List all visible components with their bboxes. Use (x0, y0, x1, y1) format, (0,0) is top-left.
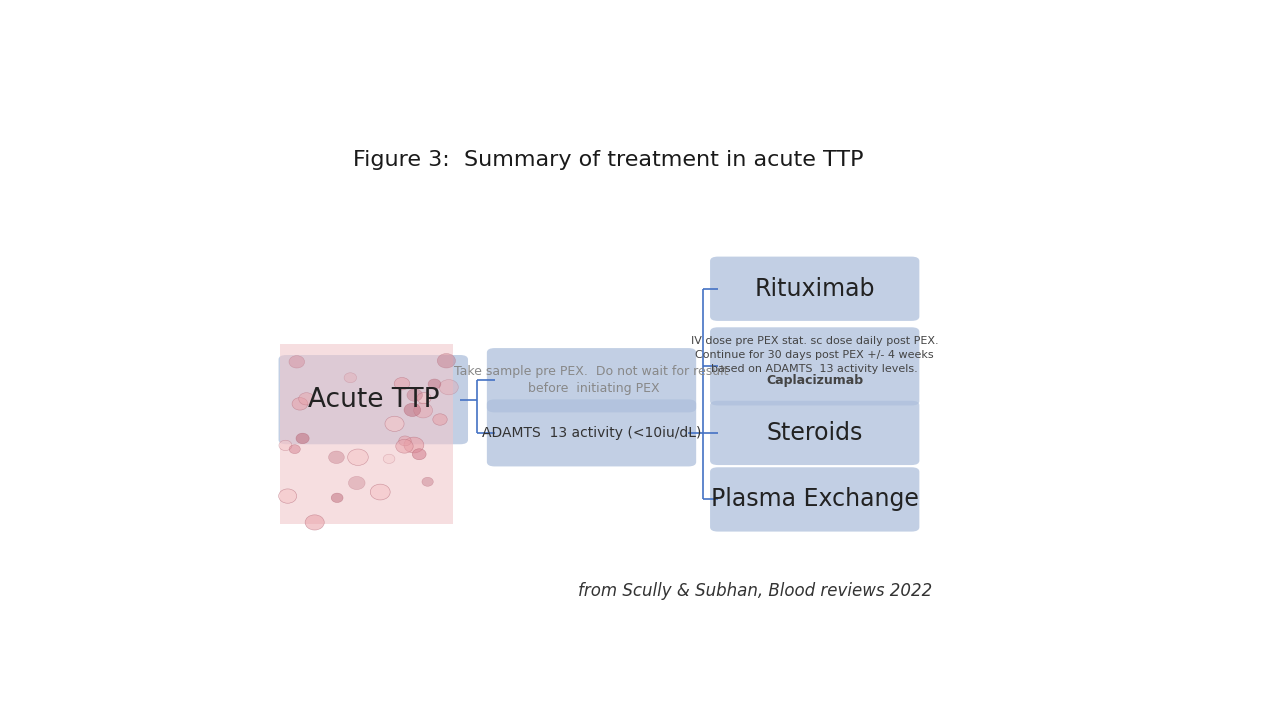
Ellipse shape (413, 403, 433, 418)
Ellipse shape (439, 379, 458, 395)
Ellipse shape (438, 354, 456, 368)
Bar (280, 344, 453, 523)
Ellipse shape (412, 449, 426, 460)
Ellipse shape (289, 445, 301, 454)
Ellipse shape (433, 414, 447, 426)
Text: IV dose pre PEX stat. sc dose daily post PEX.
Continue for 30 days post PEX +/- : IV dose pre PEX stat. sc dose daily post… (691, 336, 938, 374)
Text: Caplacizumab: Caplacizumab (767, 374, 863, 387)
FancyBboxPatch shape (710, 328, 919, 405)
Ellipse shape (399, 436, 411, 446)
Ellipse shape (298, 392, 314, 405)
Ellipse shape (344, 373, 357, 383)
FancyBboxPatch shape (710, 401, 919, 465)
Text: from Scully & Subhan, Blood reviews 2022: from Scully & Subhan, Blood reviews 2022 (579, 582, 932, 600)
Ellipse shape (279, 440, 292, 451)
FancyBboxPatch shape (710, 256, 919, 321)
Ellipse shape (383, 454, 394, 464)
Ellipse shape (329, 451, 344, 464)
Text: Rituximab: Rituximab (754, 276, 876, 301)
Ellipse shape (370, 484, 390, 500)
Ellipse shape (394, 377, 410, 390)
Ellipse shape (279, 489, 297, 503)
Ellipse shape (404, 403, 421, 416)
Ellipse shape (292, 397, 307, 410)
FancyBboxPatch shape (486, 348, 696, 413)
Text: ADAMTS  13 activity (<10iu/dL): ADAMTS 13 activity (<10iu/dL) (481, 426, 701, 440)
Ellipse shape (348, 449, 369, 465)
FancyBboxPatch shape (279, 355, 468, 444)
Ellipse shape (385, 416, 404, 431)
Ellipse shape (428, 379, 440, 390)
Ellipse shape (422, 477, 434, 486)
Ellipse shape (305, 515, 324, 530)
Text: Steroids: Steroids (767, 421, 863, 445)
Ellipse shape (348, 477, 365, 490)
Text: Acute TTP: Acute TTP (307, 387, 439, 413)
FancyBboxPatch shape (486, 400, 696, 467)
Text: Figure 3:  Summary of treatment in acute TTP: Figure 3: Summary of treatment in acute … (353, 150, 864, 170)
FancyBboxPatch shape (710, 467, 919, 531)
Ellipse shape (396, 439, 413, 453)
Ellipse shape (332, 493, 343, 503)
Ellipse shape (407, 389, 422, 401)
Ellipse shape (417, 392, 431, 404)
Ellipse shape (296, 433, 310, 444)
Text: Take sample pre PEX.  Do not wait for result
 before  initiating PEX: Take sample pre PEX. Do not wait for res… (454, 365, 728, 395)
Text: Plasma Exchange: Plasma Exchange (710, 487, 919, 511)
Ellipse shape (404, 437, 424, 453)
Ellipse shape (289, 356, 305, 368)
